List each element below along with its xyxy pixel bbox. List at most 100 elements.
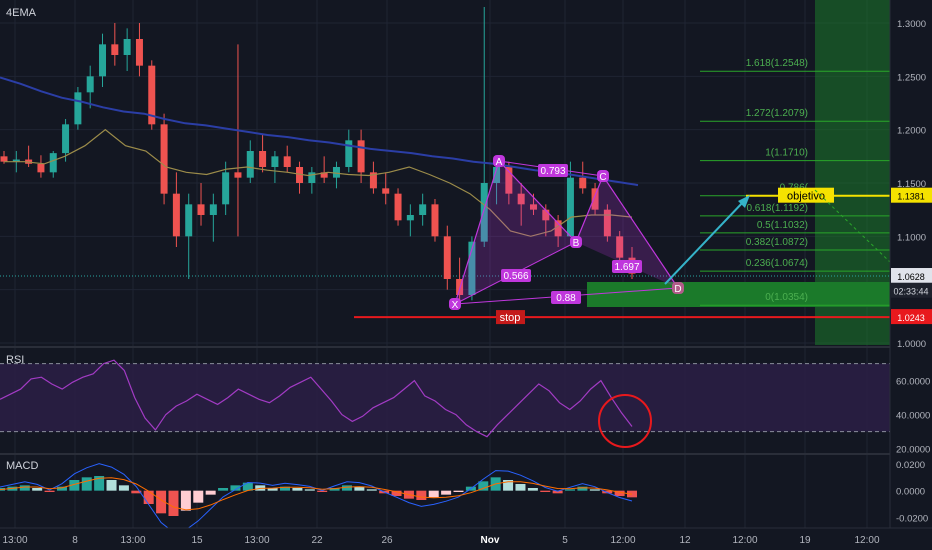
candle-body-22 (271, 156, 279, 167)
time-tick-label-4: 13:00 (244, 535, 269, 546)
candle-body-21 (259, 151, 267, 167)
time-tick-label-2: 13:00 (120, 535, 145, 546)
macd-bar-6 (69, 480, 80, 491)
rsi-title: RSI (6, 354, 24, 366)
macd-bar-50 (614, 490, 625, 496)
candle-body-35 (431, 204, 439, 237)
macd-bar-45 (552, 490, 563, 494)
macd-bar-22 (267, 488, 278, 491)
time-tick-label-9: 12:00 (610, 535, 635, 546)
macd-tick-label-2: -0.0200 (896, 513, 928, 524)
macd-bar-5 (56, 486, 67, 491)
macd-bar-39 (478, 481, 489, 491)
rsi-tick-label-2: 20.0000 (896, 445, 930, 456)
fib-label-8: 0(1.0354) (765, 292, 808, 303)
price-tick-label-0: 1.3000 (897, 19, 926, 30)
candle-body-42 (517, 193, 525, 205)
pattern-bcd-fill (576, 176, 678, 288)
candle-body-1 (12, 159, 20, 162)
fib-label-2: 1(1.1710) (765, 148, 808, 159)
macd-bar-25 (304, 489, 315, 491)
fib-label-4: 0.618(1.1192) (746, 203, 808, 214)
price-tick-label-2: 1.2000 (897, 126, 926, 137)
signal-line (0, 477, 633, 511)
macd-bar-34 (416, 490, 427, 500)
candle-body-36 (443, 236, 451, 279)
candle-body-28 (345, 140, 353, 167)
candle-body-23 (283, 156, 291, 167)
macd-bar-49 (602, 490, 613, 494)
pattern-point-b: B (573, 238, 580, 249)
projection-arrow-head (738, 195, 750, 208)
pattern-xab-fill (455, 161, 576, 304)
macd-bar-29 (354, 486, 365, 491)
price-tick-label-3: 1.1500 (897, 179, 926, 190)
target-label: objetivo (787, 191, 825, 203)
macd-bar-41 (503, 480, 514, 491)
price-tag-0: 1.1381 (897, 192, 925, 202)
rsi-tick-label-0: 60.0000 (896, 377, 930, 388)
ratio-label-2: 1.697 (614, 262, 639, 273)
macd-bar-16 (193, 490, 204, 503)
pattern-point-x-marker (449, 298, 461, 310)
macd-bar-46 (565, 489, 576, 491)
macd-bar-15 (180, 490, 191, 511)
candle-body-29 (357, 140, 365, 173)
pattern-point-c-marker (597, 170, 609, 182)
indicator-label: 4EMA (6, 7, 37, 19)
rsi-band-fill (0, 363, 890, 432)
candle-body-20 (246, 151, 254, 178)
candle-body-39 (480, 183, 488, 242)
price-tag-2: 02:33:44 (893, 287, 928, 297)
candle-body-25 (308, 172, 316, 183)
candle-body-17 (209, 204, 217, 215)
candle-body-4 (49, 153, 57, 173)
candle-body-0 (0, 156, 8, 162)
target-label-bg (778, 187, 834, 203)
candle-body-8 (99, 44, 107, 77)
macd-bar-19 (230, 485, 241, 491)
candle-body-24 (296, 167, 304, 183)
candle-body-31 (382, 188, 390, 194)
candle-body-44 (542, 209, 550, 221)
time-tick-label-7: Nov (481, 535, 500, 546)
pattern-point-d-marker (672, 282, 684, 294)
candle-body-7 (86, 76, 94, 93)
fib-label-0: 1.618(1.2548) (746, 58, 808, 69)
macd-bar-9 (106, 480, 117, 491)
candle-body-41 (505, 167, 513, 194)
macd-tick-label-1: 0.0000 (896, 487, 925, 498)
macd-tick-label-0: 0.0200 (896, 460, 925, 471)
candle-body-10 (123, 39, 131, 55)
time-tick-label-12: 19 (799, 535, 811, 546)
candle-body-6 (74, 92, 82, 125)
candle-body-19 (234, 172, 242, 178)
macd-bar-20 (242, 482, 253, 491)
candle-body-27 (332, 167, 340, 178)
x-axis-background (0, 528, 890, 550)
macd-title: MACD (6, 460, 38, 472)
candle-body-11 (135, 39, 143, 66)
macd-bar-35 (428, 490, 439, 498)
macd-bar-4 (44, 490, 55, 492)
candle-body-5 (62, 124, 70, 154)
rsi-circle-annotation (598, 394, 652, 448)
macd-bar-3 (32, 488, 43, 491)
candle-body-43 (529, 204, 537, 210)
target-dashed-line (814, 189, 891, 263)
macd-bar-18 (218, 488, 229, 491)
price-tag-bg-0 (891, 187, 932, 203)
ratio-label-bg-3 (551, 291, 581, 304)
candle-body-3 (37, 163, 45, 173)
ratio-label-3: 0.88 (556, 293, 576, 304)
macd-bar-43 (527, 488, 538, 491)
price-tick-label-1: 1.2500 (897, 72, 926, 83)
macd-bar-27 (329, 488, 340, 491)
macd-bar-44 (540, 490, 551, 492)
macd-bar-42 (515, 484, 526, 491)
macd-bar-36 (441, 490, 452, 495)
stop-label-bg (496, 310, 525, 325)
pattern-point-c: C (599, 172, 606, 183)
macd-bar-17 (205, 490, 216, 495)
